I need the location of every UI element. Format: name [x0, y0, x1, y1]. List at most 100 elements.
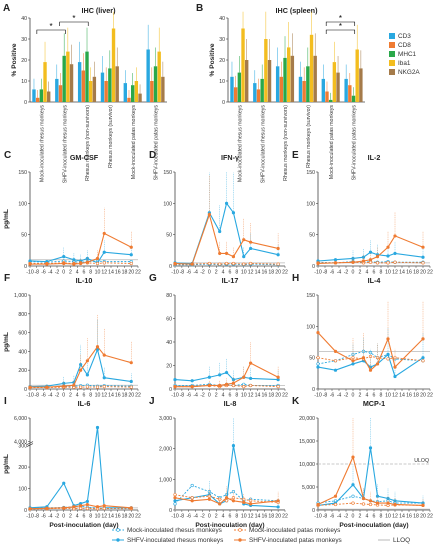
- x-axis-label: Post-inoculation (day): [195, 522, 264, 529]
- bar: [290, 55, 295, 102]
- y-tick-label: 50: [309, 356, 315, 362]
- data-point: [102, 261, 106, 265]
- x-tick-label: 14: [399, 514, 405, 520]
- data-point: [190, 483, 194, 488]
- data-point: [224, 251, 229, 256]
- y-tick-label: 10: [219, 79, 225, 85]
- x-tick-label: 10: [95, 270, 101, 276]
- y-tick-label: 200: [18, 368, 27, 374]
- bar: [150, 81, 154, 102]
- bar: [153, 66, 158, 102]
- bar: [115, 66, 119, 102]
- x-tick-label: 22: [135, 514, 141, 520]
- bar: [146, 49, 150, 102]
- y-tick-label: 100: [163, 201, 172, 207]
- x-tick-label: 22: [427, 393, 433, 399]
- data-point: [421, 261, 425, 265]
- x-axis-label: Post-inoculation (day): [49, 522, 118, 529]
- panel-letter: H: [292, 273, 299, 284]
- data-point: [421, 503, 425, 508]
- x-tick-label: 16: [406, 514, 412, 520]
- bar: [283, 57, 287, 102]
- x-tick-label: -2: [200, 514, 205, 520]
- bar: [43, 62, 47, 102]
- bar: [332, 62, 337, 102]
- x-tick-label: 22: [427, 270, 433, 276]
- x-tick-label: 20: [128, 270, 134, 276]
- x-tick-label: 14: [255, 393, 261, 399]
- x-axis-label: Post-inoculation (day): [339, 522, 408, 529]
- x-tick-label: -6: [330, 393, 335, 399]
- data-point: [72, 383, 76, 387]
- data-point: [421, 255, 425, 259]
- data-point: [129, 379, 133, 384]
- x-tick-label: 0: [352, 270, 355, 276]
- data-point: [95, 345, 100, 349]
- x-tick-label: -8: [323, 393, 328, 399]
- category-label: Mock-inoculated patas monkeys: [329, 105, 335, 180]
- data-point: [393, 374, 397, 379]
- series-line: [174, 484, 279, 505]
- x-tick-label: -10: [171, 514, 179, 520]
- x-tick-label: -2: [344, 270, 349, 276]
- data-point: [102, 376, 106, 380]
- x-tick-label: -6: [186, 514, 191, 520]
- x-tick-label: 10: [95, 514, 101, 520]
- x-tick-label: 2: [215, 514, 218, 520]
- data-point: [375, 261, 380, 265]
- x-tick-label: -6: [186, 270, 191, 276]
- x-tick-label: 0: [208, 270, 211, 276]
- data-point: [242, 238, 246, 242]
- y-tick-label: 0: [24, 387, 27, 393]
- category-label: Rhesus monkeys (non-survivors): [85, 105, 91, 181]
- x-tick-label: -4: [337, 393, 342, 399]
- y-tick-label: 0: [312, 264, 315, 270]
- data-point: [129, 506, 133, 510]
- legend-label: CD3: [398, 33, 411, 40]
- x-tick-label: -2: [200, 393, 205, 399]
- y-tick-label: 50: [166, 233, 172, 239]
- data-point: [224, 261, 229, 266]
- data-point: [361, 259, 366, 263]
- legend-marker: [116, 528, 120, 532]
- data-point: [375, 362, 380, 366]
- chart-title: IL-6: [78, 399, 91, 408]
- data-point: [231, 444, 236, 448]
- y-axis-label: pg/mL: [3, 454, 10, 474]
- x-tick-label: -8: [323, 514, 328, 520]
- chart-title: IFN-γ: [221, 153, 239, 162]
- bar: [85, 51, 89, 102]
- y-tick-label: 5,000: [302, 485, 315, 491]
- data-point: [224, 370, 229, 375]
- data-point: [249, 361, 253, 365]
- data-point: [421, 245, 425, 249]
- x-tick-label: 8: [235, 270, 238, 276]
- data-point: [62, 255, 66, 259]
- y-tick-label: 400: [18, 349, 27, 355]
- data-point: [173, 499, 177, 503]
- x-tick-label: -10: [171, 270, 179, 276]
- legend-item: Mock-inoculated rhesus monkeys: [112, 527, 222, 534]
- bar: [104, 81, 108, 102]
- data-point: [129, 361, 133, 365]
- panel-letter: G: [149, 273, 157, 284]
- data-point: [333, 368, 338, 372]
- data-point: [351, 494, 355, 498]
- x-tick-label: 18: [413, 514, 419, 520]
- bar: [321, 78, 326, 102]
- x-tick-label: -10: [26, 514, 34, 520]
- x-tick-label: 16: [261, 270, 267, 276]
- bar: [328, 99, 333, 102]
- data-point: [207, 261, 211, 266]
- bar: [134, 81, 139, 102]
- x-tick-label: 2: [359, 270, 362, 276]
- data-point: [393, 251, 397, 256]
- data-point: [95, 256, 100, 261]
- bar: [66, 51, 70, 102]
- data-point: [249, 261, 253, 266]
- legend-label: SHFV-inoculated rhesus monkeys: [127, 537, 223, 544]
- data-point: [72, 262, 76, 266]
- x-tick-label: -8: [323, 270, 328, 276]
- x-tick-label: -6: [330, 514, 335, 520]
